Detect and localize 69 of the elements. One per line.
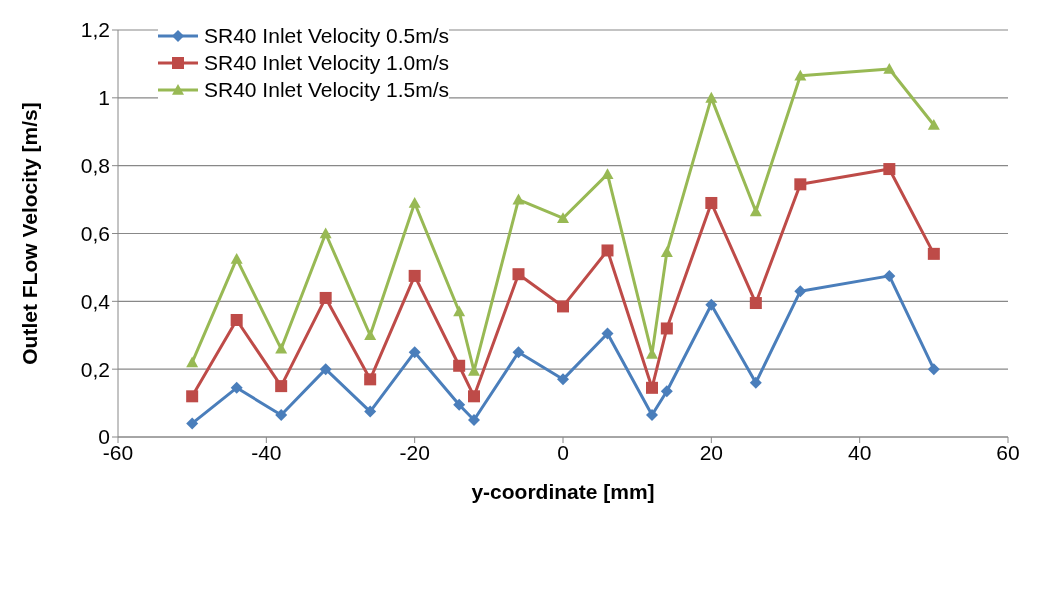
legend-label: SR40 Inlet Velocity 1.0m/s: [204, 50, 450, 76]
point: [646, 381, 658, 394]
point: [794, 178, 807, 191]
point: [557, 373, 569, 386]
point: [453, 398, 466, 411]
point: [408, 196, 421, 208]
y-tick-label: 0,2: [80, 357, 110, 381]
point: [601, 327, 614, 340]
point: [512, 346, 525, 359]
point: [319, 227, 332, 239]
point: [927, 247, 940, 260]
y-tick-label: 1: [98, 86, 110, 110]
x-tick-label: 0: [557, 440, 569, 464]
point: [660, 322, 673, 335]
point: [468, 390, 480, 403]
y-tick-label: 1,2: [80, 18, 110, 42]
x-tick-label: -20: [399, 440, 430, 464]
point: [230, 381, 243, 394]
point: [468, 414, 480, 427]
point: [794, 69, 807, 81]
point: [453, 359, 466, 372]
point: [512, 193, 525, 205]
point: [601, 244, 614, 257]
point: [749, 376, 762, 389]
point: [186, 356, 199, 368]
x-axis-title: y-coordinate [mm]: [471, 480, 655, 503]
point: [408, 269, 421, 282]
y-tick-label: 0,8: [80, 154, 110, 178]
x-tick-label: 40: [847, 440, 872, 464]
x-tick-label: -40: [251, 440, 282, 464]
point: [364, 405, 377, 418]
point: [512, 268, 525, 281]
point: [705, 298, 718, 311]
point: [705, 196, 718, 209]
point: [749, 297, 762, 310]
point: [319, 291, 332, 304]
legend-label: SR40 Inlet Velocity 0.5m/s: [204, 23, 450, 49]
point: [557, 300, 569, 313]
legend-label: SR40 Inlet Velocity 1.5m/s: [204, 77, 450, 103]
point: [927, 118, 940, 130]
point: [275, 380, 288, 393]
point: [883, 163, 896, 176]
point: [883, 63, 896, 74]
point: [453, 305, 466, 317]
y-tick-label: 0,6: [80, 221, 110, 245]
x-tick-label: 20: [699, 440, 724, 464]
point: [927, 363, 940, 376]
point: [601, 168, 614, 179]
point: [883, 269, 896, 282]
point: [186, 390, 199, 403]
point: [230, 252, 243, 264]
point: [408, 346, 421, 359]
point: [646, 408, 658, 421]
point: [364, 373, 377, 386]
point: [364, 329, 377, 341]
point: [275, 342, 288, 354]
y-axis-title: Outlet FLow Velocity [m/s]: [18, 102, 42, 365]
point: [794, 285, 807, 298]
point: [319, 363, 332, 376]
x-tick-label: 60: [996, 440, 1020, 464]
point: [749, 205, 762, 217]
point: [186, 417, 199, 430]
point: [230, 313, 243, 326]
point: [557, 212, 569, 224]
point: [705, 91, 718, 103]
point: [660, 246, 673, 257]
y-tick-label: 0,4: [80, 289, 111, 313]
point: [275, 408, 288, 421]
point: [660, 385, 673, 398]
